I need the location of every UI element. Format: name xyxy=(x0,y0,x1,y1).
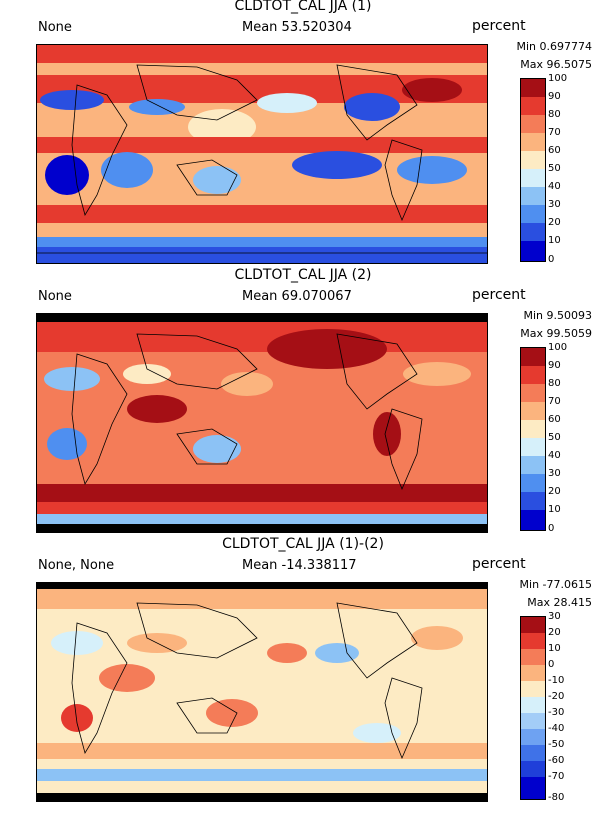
colorbar-segment xyxy=(521,187,545,205)
colorbar-segment xyxy=(521,133,545,151)
colorbar xyxy=(520,616,546,800)
panel-units: percent xyxy=(472,287,526,303)
panel-title: CLDTOT_CAL JJA (2) xyxy=(234,267,372,283)
colorbar-segment xyxy=(521,384,545,402)
panel-max: Max 96.5075 xyxy=(520,58,592,71)
colorbar-segment xyxy=(521,97,545,115)
colorbar-segment xyxy=(521,223,545,241)
colorbar-label: -20 xyxy=(548,691,565,702)
colorbar-label: -60 xyxy=(548,755,565,766)
colorbar-label: -30 xyxy=(548,707,565,718)
colorbar-label: 50 xyxy=(548,432,561,443)
map-plot xyxy=(36,44,488,264)
panel-title: CLDTOT_CAL JJA (1) xyxy=(234,0,372,14)
colorbar-segment xyxy=(521,402,545,420)
colorbar-segment xyxy=(521,761,545,777)
colorbar-segment xyxy=(521,205,545,223)
colorbar-segment xyxy=(521,366,545,384)
colorbar-segment xyxy=(521,729,545,745)
map-image xyxy=(37,45,487,263)
colorbar-label: 60 xyxy=(548,414,561,425)
colorbar-label: 10 xyxy=(548,643,561,654)
colorbar-label: 90 xyxy=(548,360,561,371)
colorbar-label: 20 xyxy=(548,486,561,497)
colorbar-label: 40 xyxy=(548,181,561,192)
panel-title: CLDTOT_CAL JJA (1)-(2) xyxy=(222,536,384,552)
panel-3: CLDTOT_CAL JJA (1)-(2) None, None Mean -… xyxy=(0,536,606,808)
panel-mean: Mean 53.520304 xyxy=(242,20,352,35)
panel-left-label: None xyxy=(38,289,72,304)
colorbar-segment xyxy=(521,348,545,366)
colorbar-label: 70 xyxy=(548,127,561,138)
panel-units: percent xyxy=(472,18,526,34)
colorbar-label: 20 xyxy=(548,627,561,638)
colorbar-segment xyxy=(521,241,545,261)
colorbar-label: -80 xyxy=(548,792,565,803)
colorbar-segment xyxy=(521,777,545,799)
colorbar-segment xyxy=(521,745,545,761)
colorbar-segment xyxy=(521,151,545,169)
colorbar-label: -70 xyxy=(548,771,565,782)
colorbar-segment xyxy=(521,79,545,97)
panel-left-label: None xyxy=(38,20,72,35)
map-image xyxy=(37,583,487,801)
map-image xyxy=(37,314,487,532)
colorbar-label: 80 xyxy=(548,109,561,120)
panel-1: CLDTOT_CAL JJA (1) None Mean 53.520304 p… xyxy=(0,0,606,270)
colorbar-segment xyxy=(521,115,545,133)
colorbar-label: 10 xyxy=(548,504,561,515)
colorbar-label: 0 xyxy=(548,254,555,265)
colorbar-segment xyxy=(521,492,545,510)
colorbar-label: 20 xyxy=(548,217,561,228)
colorbar xyxy=(520,347,546,531)
panel-min: Min -77.0615 xyxy=(519,578,592,591)
colorbar-segment xyxy=(521,420,545,438)
colorbar-segment xyxy=(521,169,545,187)
colorbar-segment xyxy=(521,474,545,492)
colorbar-label: 50 xyxy=(548,163,561,174)
panel-max: Max 99.5059 xyxy=(520,327,592,340)
colorbar-label: 0 xyxy=(548,659,555,670)
colorbar-label: 90 xyxy=(548,91,561,102)
panel-left-label: None, None xyxy=(38,558,115,573)
panel-mean: Mean -14.338117 xyxy=(242,558,357,573)
colorbar-segment xyxy=(521,713,545,729)
panel-mean: Mean 69.070067 xyxy=(242,289,352,304)
colorbar-label: -40 xyxy=(548,723,565,734)
panel-2: CLDTOT_CAL JJA (2) None Mean 69.070067 p… xyxy=(0,267,606,539)
map-plot xyxy=(36,313,488,533)
map-plot xyxy=(36,582,488,802)
colorbar-label: 30 xyxy=(548,199,561,210)
colorbar-segment xyxy=(521,681,545,697)
colorbar-segment xyxy=(521,617,545,633)
colorbar-segment xyxy=(521,665,545,681)
colorbar-label: 10 xyxy=(548,235,561,246)
colorbar-segment xyxy=(521,456,545,474)
colorbar-segment xyxy=(521,697,545,713)
colorbar-label: -50 xyxy=(548,739,565,750)
colorbar-segment xyxy=(521,633,545,649)
panel-max: Max 28.415 xyxy=(527,596,592,609)
colorbar-label: -10 xyxy=(548,675,565,686)
colorbar-label: 60 xyxy=(548,145,561,156)
colorbar-label: 100 xyxy=(548,342,568,353)
panel-min: Min 0.697774 xyxy=(516,40,592,53)
colorbar-segment xyxy=(521,649,545,665)
colorbar-segment xyxy=(521,438,545,456)
colorbar-label: 40 xyxy=(548,450,561,461)
colorbar-label: 30 xyxy=(548,611,561,622)
panel-min: Min 9.50093 xyxy=(523,309,592,322)
colorbar-segment xyxy=(521,510,545,530)
colorbar-label: 100 xyxy=(548,73,568,84)
colorbar-label: 70 xyxy=(548,396,561,407)
panel-units: percent xyxy=(472,556,526,572)
colorbar-label: 80 xyxy=(548,378,561,389)
colorbar xyxy=(520,78,546,262)
colorbar-label: 0 xyxy=(548,523,555,534)
colorbar-label: 30 xyxy=(548,468,561,479)
